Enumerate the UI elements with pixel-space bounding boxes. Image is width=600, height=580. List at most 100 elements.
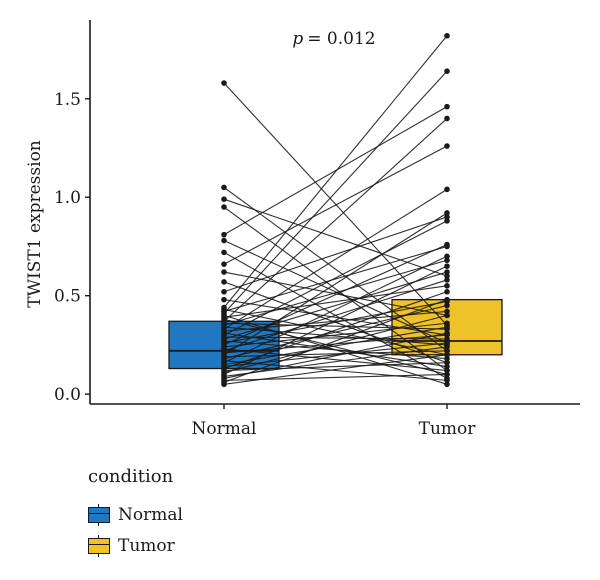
legend: condition Normal Tumor	[88, 466, 183, 561]
point-tumor	[444, 277, 450, 283]
point-tumor	[444, 143, 450, 149]
y-tick-label: 0.5	[54, 287, 81, 307]
y-tick-label: 0.0	[54, 385, 81, 405]
pair-line	[223, 198, 448, 277]
point-tumor	[444, 103, 450, 110]
point-tumor	[444, 241, 450, 248]
point-tumor	[444, 214, 450, 220]
pair-line	[223, 106, 448, 236]
point-tumor	[444, 344, 450, 350]
legend-label-tumor: Tumor	[118, 535, 175, 556]
pair-line	[223, 118, 448, 322]
point-tumor	[444, 359, 450, 366]
pair-line	[223, 206, 448, 371]
y-tick-label: 1.5	[54, 90, 81, 110]
point-normal	[221, 231, 227, 238]
y-tick-label: 1.0	[54, 188, 81, 208]
legend-title: condition	[88, 466, 174, 487]
pair-line	[223, 145, 448, 265]
pair-line	[223, 216, 448, 293]
pair-line	[223, 322, 448, 348]
pair-line	[223, 326, 448, 366]
point-normal	[221, 249, 227, 256]
point-tumor	[444, 288, 450, 295]
pair-line	[223, 220, 448, 336]
legend-key-tumor	[88, 534, 110, 557]
point-normal	[221, 269, 227, 275]
legend-key-normal	[88, 503, 110, 526]
point-tumor	[444, 371, 450, 378]
pair-line	[223, 360, 448, 381]
pair-line	[223, 336, 448, 340]
legend-item-normal: Normal	[88, 499, 183, 530]
point-tumor	[444, 283, 450, 289]
pair-line	[223, 348, 448, 372]
pair-line	[223, 285, 448, 318]
point-normal	[221, 80, 227, 86]
pair-line	[223, 265, 448, 375]
point-tumor	[444, 263, 450, 269]
legend-item-tumor: Tumor	[88, 530, 183, 561]
point-tumor	[444, 330, 450, 336]
point-normal	[221, 237, 227, 244]
y-axis-label: TWIST1 expression	[25, 140, 45, 308]
point-tumor	[444, 115, 450, 122]
point-tumor	[444, 308, 450, 315]
point-tumor	[444, 218, 450, 224]
point-normal	[221, 296, 227, 303]
pair-line	[223, 299, 448, 383]
point-tumor	[444, 186, 450, 193]
point-tumor	[444, 363, 450, 370]
p-value-annotation: p = 0.012	[292, 29, 375, 49]
point-normal	[221, 184, 227, 191]
point-tumor	[444, 257, 450, 264]
point-tumor	[444, 320, 450, 327]
point-tumor	[444, 273, 450, 279]
pair-line	[223, 255, 448, 364]
pair-line	[223, 212, 448, 356]
pair-line	[223, 279, 448, 352]
pair-line	[223, 305, 448, 360]
point-tumor	[444, 296, 450, 303]
point-normal	[221, 288, 227, 295]
pair-line	[223, 240, 448, 344]
pair-line	[223, 188, 448, 330]
point-tumor	[444, 302, 450, 309]
pair-line	[223, 314, 448, 374]
point-tumor	[444, 355, 450, 362]
pair-line	[223, 70, 448, 314]
point-normal	[221, 381, 227, 388]
pair-line	[223, 82, 448, 326]
pair-line	[223, 35, 448, 308]
pair-line	[223, 259, 448, 326]
point-normal	[221, 279, 227, 285]
point-normal	[221, 204, 227, 210]
pair-line	[223, 243, 448, 346]
point-tumor	[444, 351, 450, 358]
point-tumor	[444, 269, 450, 275]
pair-line	[223, 322, 448, 330]
pair-line	[223, 245, 448, 312]
pair-line	[223, 326, 448, 346]
pair-line	[223, 354, 448, 385]
pair-line	[223, 291, 448, 370]
paired-boxplot-chart: 0.0 0.5 1.0 1.5 Normal Tumor TWIST1 expressi…	[25, 20, 580, 439]
point-normal	[221, 196, 227, 202]
point-tumor	[444, 312, 450, 319]
point-tumor	[444, 324, 450, 331]
legend-label-normal: Normal	[118, 504, 183, 525]
x-tick-label-tumor: Tumor	[419, 419, 477, 439]
pair-line	[223, 186, 448, 352]
pair-line	[223, 346, 448, 377]
point-tumor	[444, 253, 450, 260]
point-tumor	[444, 377, 450, 384]
point-tumor	[444, 348, 450, 354]
p-symbol: p	[292, 29, 303, 49]
pair-line	[223, 301, 448, 344]
point-normal	[221, 261, 227, 267]
point-tumor	[444, 210, 450, 216]
point-tumor	[444, 32, 450, 39]
p-value-text: = 0.012	[307, 29, 375, 49]
point-tumor	[444, 381, 450, 388]
pair-line	[223, 362, 448, 372]
